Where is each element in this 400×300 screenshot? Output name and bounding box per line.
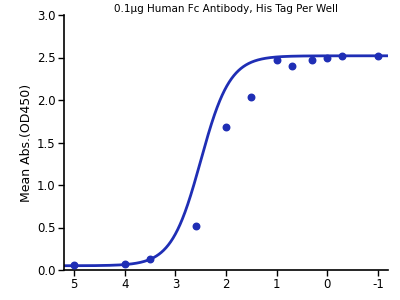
Point xyxy=(375,53,381,58)
Point xyxy=(71,262,77,267)
Point xyxy=(274,58,280,62)
Point xyxy=(324,55,330,60)
Y-axis label: Mean Abs.(OD450): Mean Abs.(OD450) xyxy=(20,83,33,202)
Point xyxy=(248,95,254,100)
Point xyxy=(223,125,229,130)
Point xyxy=(192,224,199,228)
Point xyxy=(289,64,295,68)
Point xyxy=(309,58,315,62)
Point xyxy=(122,262,128,266)
Point xyxy=(147,256,153,261)
Point xyxy=(339,53,346,58)
Title: 0.1μg Human Fc Antibody, His Tag Per Well: 0.1μg Human Fc Antibody, His Tag Per Wel… xyxy=(114,4,338,14)
